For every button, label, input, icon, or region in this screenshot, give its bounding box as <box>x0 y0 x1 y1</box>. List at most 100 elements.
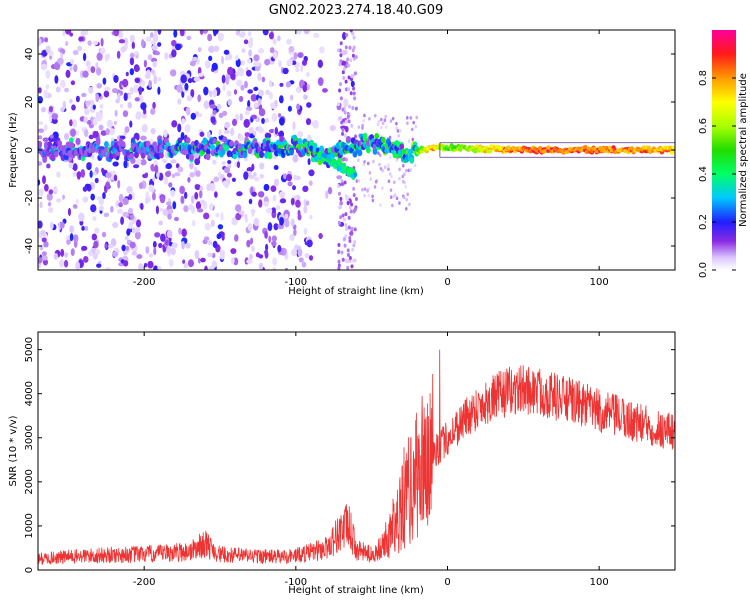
snr-line-layer <box>38 349 675 565</box>
noise-cell <box>341 107 345 112</box>
ridge-cell <box>95 139 101 146</box>
noise-cell <box>208 265 215 270</box>
noise-cell <box>352 186 356 191</box>
noise-cell <box>165 201 172 206</box>
noise-cell <box>376 122 380 127</box>
noise-cell <box>250 208 256 214</box>
noise-cell <box>104 86 111 92</box>
noise-cell <box>264 132 272 139</box>
ridge-cell <box>279 135 284 143</box>
noise-cell <box>112 221 119 228</box>
noise-cell <box>99 103 104 109</box>
ridge-cell <box>328 161 333 167</box>
noise-cell <box>141 111 148 119</box>
noise-cell <box>90 204 97 213</box>
noise-cell <box>153 30 158 36</box>
noise-cell <box>284 219 290 228</box>
noise-cell <box>226 90 232 97</box>
noise-cell <box>92 117 98 126</box>
colorbar-axes: 0.0 0.2 0.4 0.6 0.8 <box>698 70 736 278</box>
noise-cell <box>347 87 351 92</box>
noise-cell <box>352 258 356 263</box>
noise-cell <box>70 80 76 86</box>
noise-cell <box>145 246 150 254</box>
noise-cell <box>347 225 351 230</box>
noise-cell <box>64 87 70 93</box>
noise-cell <box>352 35 356 40</box>
noise-cell <box>211 260 218 268</box>
noise-cell <box>293 52 298 60</box>
noise-cell <box>346 114 350 119</box>
noise-cell <box>344 223 348 228</box>
noise-cell <box>164 239 169 246</box>
noise-cell <box>168 182 173 188</box>
noise-cell <box>238 210 245 215</box>
x-tick-label: -200 <box>133 577 156 588</box>
noise-cell <box>397 133 400 138</box>
noise-cell <box>56 171 61 178</box>
noise-cell <box>196 208 204 213</box>
noise-cell <box>254 65 261 72</box>
noise-cell <box>253 86 259 92</box>
noise-cell <box>277 244 282 253</box>
noise-cell <box>122 110 129 118</box>
noise-cell <box>83 116 88 124</box>
noise-cell <box>237 67 244 73</box>
noise-cell <box>149 32 154 38</box>
noise-cell <box>377 119 381 124</box>
noise-cell <box>279 216 285 226</box>
noise-cell <box>292 185 296 191</box>
x-tick-label: 100 <box>590 277 609 288</box>
noise-cell <box>135 226 141 233</box>
noise-cell <box>246 239 251 248</box>
noise-cell <box>63 259 69 268</box>
noise-cell <box>401 179 405 184</box>
ridge-cell <box>362 132 368 140</box>
noise-cell <box>377 151 380 155</box>
noise-cell <box>140 102 147 111</box>
noise-cell <box>247 89 254 94</box>
noise-cell <box>60 248 65 257</box>
noise-cell <box>379 166 383 171</box>
noise-cell <box>63 132 70 141</box>
noise-cell <box>213 45 220 53</box>
noise-cell <box>349 30 353 33</box>
noise-cell <box>253 102 260 108</box>
noise-cell <box>192 219 196 227</box>
noise-cell <box>117 179 121 189</box>
noise-cell <box>395 126 399 131</box>
noise-cell <box>38 87 42 94</box>
noise-cell <box>319 46 325 54</box>
noise-cell <box>286 173 293 182</box>
noise-cell <box>248 198 253 205</box>
noise-cell <box>398 176 401 181</box>
noise-cell <box>389 155 392 160</box>
noise-cell <box>150 108 156 115</box>
noise-cell <box>344 45 348 50</box>
noise-cell <box>329 125 336 131</box>
noise-cell <box>292 154 299 163</box>
noise-cell <box>227 53 233 61</box>
noise-cell <box>113 74 119 83</box>
noise-cell <box>371 194 374 199</box>
noise-cell <box>322 88 328 93</box>
noise-cell <box>352 86 356 91</box>
noise-cell <box>43 124 48 132</box>
noise-cell <box>343 110 347 115</box>
noise-cell <box>171 39 177 47</box>
noise-cell <box>54 187 58 193</box>
noise-cell <box>413 163 417 168</box>
noise-cell <box>84 108 90 116</box>
noise-cell <box>39 244 44 251</box>
noise-cell <box>247 100 251 108</box>
noise-cell <box>346 201 350 206</box>
ridge-cell <box>449 143 454 148</box>
noise-cell <box>131 250 138 256</box>
noise-cell <box>272 38 277 45</box>
noise-cell <box>113 30 120 37</box>
noise-cell <box>308 180 313 186</box>
noise-cell <box>207 33 213 42</box>
noise-cell <box>159 196 166 204</box>
noise-cell <box>207 252 213 258</box>
noise-cell <box>107 119 114 129</box>
